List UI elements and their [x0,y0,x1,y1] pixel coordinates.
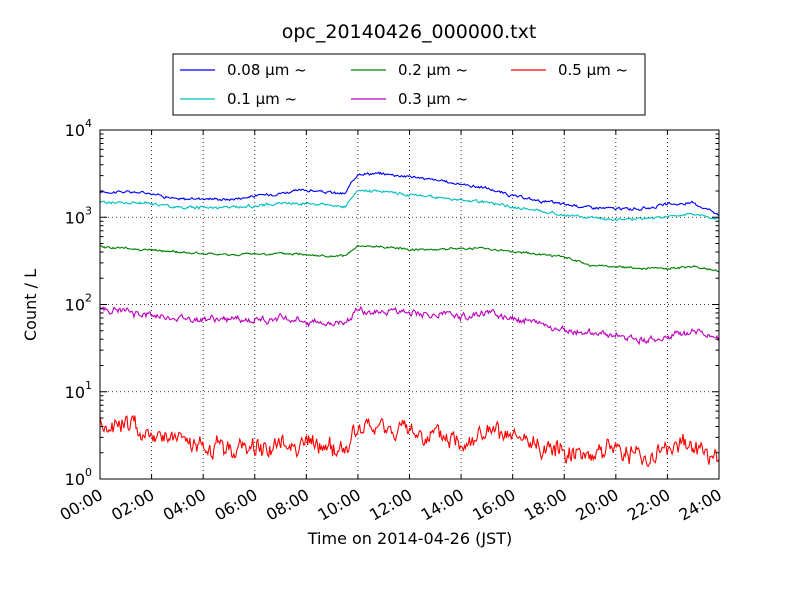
series-line-1 [99,189,720,222]
series-lines [99,171,720,468]
y-tick-label: 104 [65,117,92,140]
series-line-0 [99,171,720,216]
legend-label: 0.2 μm ~ [398,61,468,79]
legend-label: 0.3 μm ~ [398,90,468,108]
legend-label: 0.1 μm ~ [227,90,297,108]
legend-label: 0.5 μm ~ [558,61,628,79]
y-tick-label: 101 [65,379,92,402]
legend-box [172,53,646,116]
x-axis-label: Time on 2014-04-26 (JST) [307,529,512,548]
y-tick-label: 100 [65,466,92,489]
chart-title: opc_20140426_000000.txt [282,21,537,43]
y-axis-label: Count / L [21,269,40,341]
series-line-4 [99,414,720,468]
y-tick-label: 102 [65,292,92,315]
legend-label: 0.08 μm ~ [227,61,307,79]
series-line-3 [99,305,720,346]
series-line-2 [99,244,720,273]
y-tick-label: 103 [65,204,92,227]
legend: 0.08 μm ~ 0.1 μm ~ 0.2 μm ~ 0.3 μm ~ 0.5 μm … [172,53,646,116]
